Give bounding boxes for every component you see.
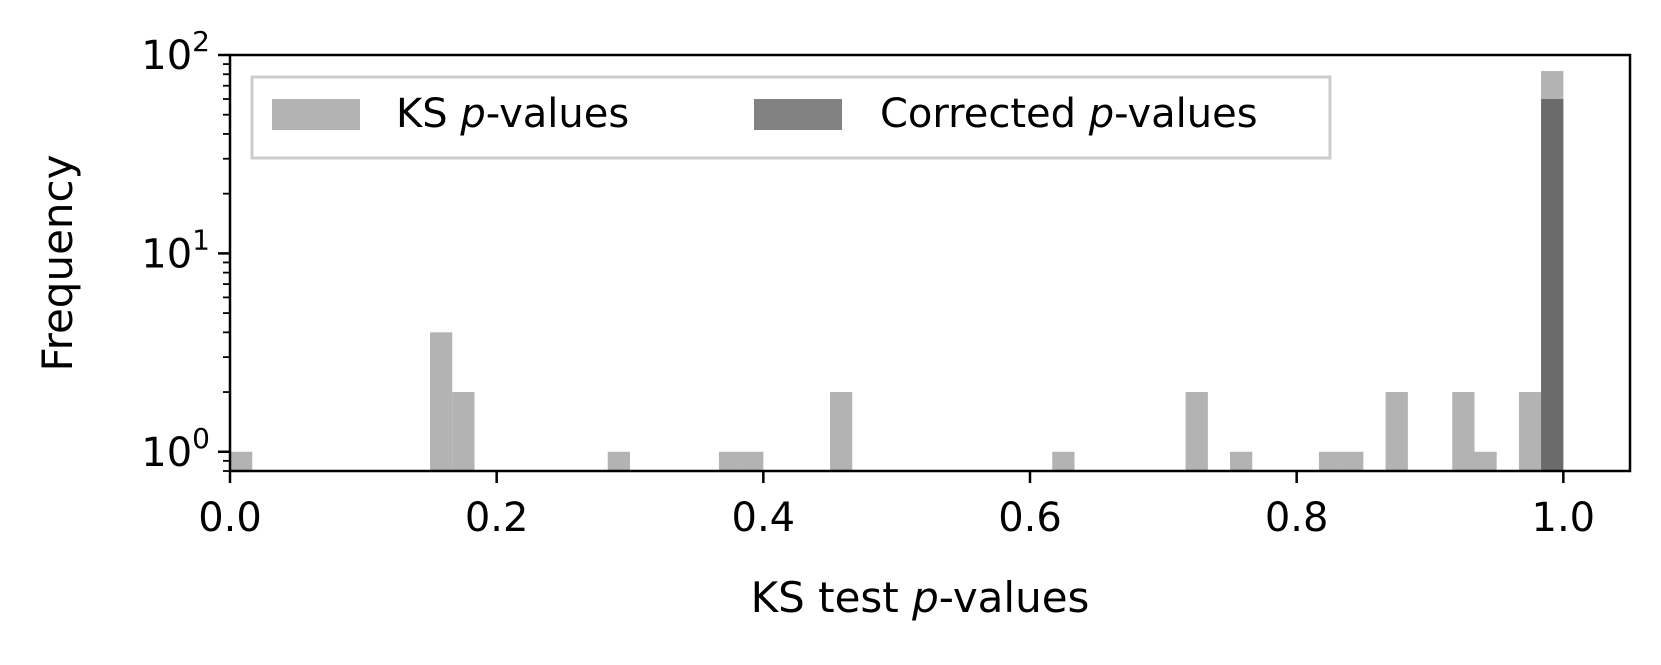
y-axis-label: Frequency <box>33 155 82 372</box>
x-tick-label: 0.4 <box>732 495 796 541</box>
bar-series-0-bin-0 <box>230 451 253 471</box>
bar-series-0-bin-8 <box>1185 392 1208 471</box>
bar-series-0-bin-1 <box>430 332 453 471</box>
legend-swatch-corrected <box>754 99 842 130</box>
x-tick-label: 0.6 <box>998 495 1062 541</box>
bar-series-0-bin-14 <box>1474 451 1497 471</box>
y-tick-label: 101 <box>141 223 210 277</box>
x-axis-label: KS test p-values <box>751 573 1090 622</box>
bar-series-0-bin-7 <box>1052 451 1075 471</box>
legend: KS p-values Corrected p-values <box>250 75 1332 160</box>
bar-series-0-bin-6 <box>830 392 853 471</box>
x-tick-label: 1.0 <box>1532 495 1596 541</box>
legend-label-corrected: Corrected p-values <box>880 91 1258 137</box>
bars-layer <box>230 71 1564 472</box>
bar-series-0-bin-13 <box>1452 392 1475 471</box>
x-tick-label: 0.2 <box>465 495 529 541</box>
bar-series-0-bin-11 <box>1341 451 1364 471</box>
y-axis-ticks: 100 101 102 <box>141 25 230 476</box>
y-tick-label: 102 <box>141 25 210 79</box>
bar-series-1-bin-0 <box>1541 99 1564 471</box>
bar-series-0-bin-15 <box>1518 392 1542 471</box>
bar-series-0-bin-12 <box>1385 392 1408 471</box>
plot-frame <box>228 53 1632 473</box>
x-axis-ticks: 0.0 0.2 0.4 0.6 0.8 1.0 <box>198 471 1595 541</box>
bar-series-0-bin-3 <box>607 451 630 471</box>
x-tick-label: 0.0 <box>198 495 262 541</box>
y-tick-label: 100 <box>141 422 210 476</box>
bar-series-0-bin-9 <box>1230 451 1253 471</box>
bar-series-0-bin-2 <box>452 392 475 471</box>
legend-swatch-ks <box>272 99 360 130</box>
legend-label-ks: KS p-values <box>396 91 629 137</box>
bar-series-0-bin-4 <box>718 451 742 471</box>
x-tick-label: 0.8 <box>1265 495 1329 541</box>
bar-series-0-bin-10 <box>1318 451 1342 471</box>
bar-series-0-bin-5 <box>741 451 764 471</box>
